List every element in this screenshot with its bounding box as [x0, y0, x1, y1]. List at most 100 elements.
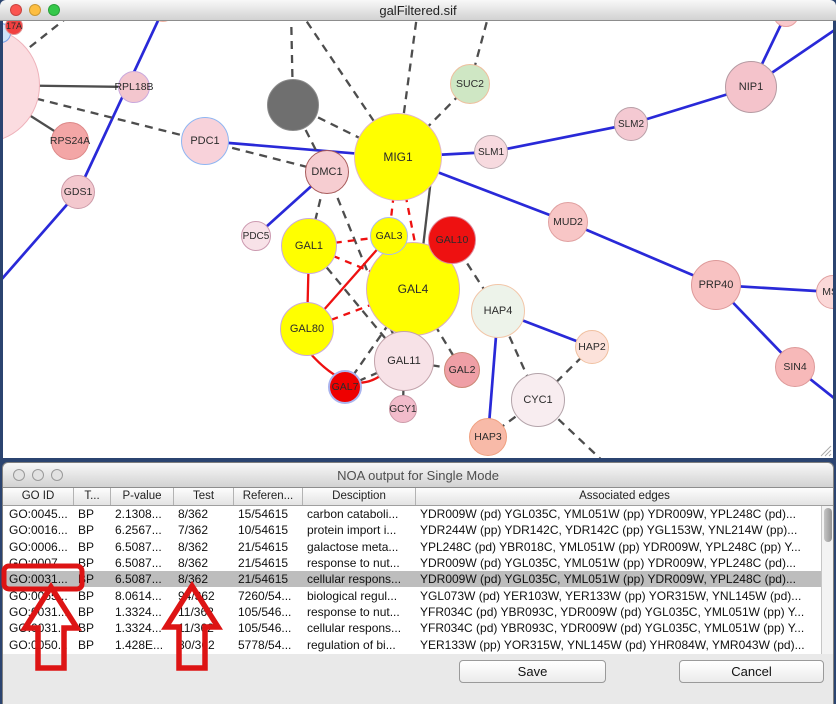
table-cell: BP	[78, 621, 95, 636]
node-MUD2[interactable]: MUD2	[548, 202, 588, 242]
table-row[interactable]: GO:0045... BP 2.1308... 8/362 15/54615 carbon…	[3, 506, 833, 522]
table-cell: YDR009W (pd) YGL035C, YML051W (pp) YDR00…	[420, 507, 796, 522]
node-GDS1[interactable]: GDS1	[61, 175, 95, 209]
node-GAL3[interactable]: GAL3	[370, 217, 408, 255]
node-HAP3[interactable]: HAP3	[469, 418, 507, 456]
table-cell: GO:0045...	[9, 507, 68, 522]
node-PRP40[interactable]: PRP40	[691, 260, 741, 310]
node-GAL11[interactable]: GAL11	[374, 331, 434, 391]
table-cell: GO:0031...	[9, 604, 68, 619]
network-window: galFiltered.sif MIG1 GAL4 GAL1 GAL80 NIP1 HAP…	[0, 0, 836, 458]
table-cell: BP	[78, 539, 95, 554]
network-canvas[interactable]: MIG1 GAL4 GAL1 GAL80 NIP1 HAP4 CYC1 GAL11 PDC1 GA…	[3, 21, 833, 458]
table-row[interactable]: GO:0065... BP 8.0614... 94/362 7260/54... bio…	[3, 587, 833, 603]
table-cell: 80/362	[178, 637, 215, 652]
zoom-button-icon[interactable]	[48, 4, 60, 16]
table-cell: GO:0065...	[9, 588, 68, 603]
node-unlabeled-gray[interactable]	[267, 79, 319, 131]
node-CYC1[interactable]: CYC1	[511, 373, 565, 427]
table-row[interactable]: GO:0006... BP 6.5087... 8/362 21/54615 galact…	[3, 539, 833, 555]
node-partial-corner-17A[interactable]: 17A	[5, 21, 23, 35]
table-header[interactable]: GO ID T... P-value Test Referen... Desciption…	[3, 488, 833, 506]
node-HAP2[interactable]: HAP2	[575, 330, 609, 364]
column-header[interactable]: T...	[74, 488, 111, 505]
column-header[interactable]: Referen...	[234, 488, 303, 505]
node-SUC2[interactable]: SUC2	[450, 64, 490, 104]
network-edge	[3, 89, 206, 143]
noa-traffic-lights	[13, 463, 63, 487]
traffic-lights	[10, 0, 60, 20]
table-row[interactable]: GO:0016... BP 6.2567... 7/362 10/54615 protei…	[3, 522, 833, 538]
table-cell: cellular respons...	[307, 572, 402, 587]
node-SLM1[interactable]: SLM1	[474, 135, 508, 169]
node-HAP4[interactable]: HAP4	[471, 284, 525, 338]
table-cell: 1.428E...	[115, 637, 164, 652]
resize-grip-icon[interactable]	[818, 443, 832, 457]
cancel-button[interactable]: Cancel	[679, 660, 824, 683]
scrollbar-thumb[interactable]	[823, 508, 832, 542]
table-row[interactable]: GO:0050... BP 1.428E... 80/362 5778/54... reg…	[3, 636, 833, 652]
zoom-button-icon[interactable]	[51, 469, 63, 481]
node-DMC1[interactable]: DMC1	[305, 150, 349, 194]
node-GAL10[interactable]: GAL10	[428, 216, 476, 264]
table-row[interactable]: GO:0031... BP 1.3324... 11/362 105/546... res…	[3, 604, 833, 620]
table-cell: BP	[78, 507, 95, 522]
table-cell: 21/54615	[238, 572, 289, 587]
table-cell: YDR009W (pd) YGL035C, YML051W (pp) YDR00…	[420, 572, 796, 587]
table-cell: biological regul...	[307, 588, 398, 603]
table-row[interactable]: GO:0031... BP 1.3324... 11/362 105/546... cel…	[3, 620, 833, 636]
node-RPS24A[interactable]: RPS24A	[50, 122, 90, 160]
column-header[interactable]: Test	[174, 488, 234, 505]
close-button-icon[interactable]	[10, 4, 22, 16]
table-cell: 105/546...	[238, 621, 292, 636]
table-body: GO:0045... BP 2.1308... 8/362 15/54615 carbon…	[3, 506, 833, 654]
node-SIN4[interactable]: SIN4	[775, 347, 815, 387]
node-SLM2[interactable]: SLM2	[614, 107, 648, 141]
network-edge	[344, 359, 405, 389]
node-GAL4[interactable]: GAL4	[366, 242, 460, 336]
table-cell: galactose meta...	[307, 539, 399, 554]
node-PDC5[interactable]: PDC5	[241, 221, 271, 251]
table-cell: 21/54615	[238, 539, 289, 554]
column-header[interactable]: Associated edges	[579, 490, 670, 502]
table-row[interactable]: GO:0007... BP 6.5087... 8/362 21/54615 respon…	[3, 555, 833, 571]
minimize-button-icon[interactable]	[29, 4, 41, 16]
node-NIP1[interactable]: NIP1	[725, 61, 777, 113]
network-edge	[3, 191, 80, 280]
node-GAL1[interactable]: GAL1	[281, 218, 337, 274]
node-GAL2[interactable]: GAL2	[444, 352, 480, 388]
vertical-scrollbar[interactable]	[821, 506, 833, 654]
table-cell: GO:0031...	[9, 572, 68, 587]
table-cell: YGL073W (pd) YER103W, YER133W (pp) YOR31…	[420, 588, 802, 603]
column-header[interactable]: GO ID	[3, 488, 74, 505]
close-button-icon[interactable]	[13, 469, 25, 481]
table-cell: 15/54615	[238, 507, 289, 522]
table-cell: 2.1308...	[115, 507, 162, 522]
table-cell: GO:0050...	[9, 637, 68, 652]
table-cell: GO:0007...	[9, 556, 68, 571]
table-cell: 8/362	[178, 507, 209, 522]
table-cell: 6.2567...	[115, 523, 162, 538]
save-button[interactable]: Save	[459, 660, 606, 683]
network-edge	[468, 21, 489, 85]
minimize-button-icon[interactable]	[32, 469, 44, 481]
node-MIG1[interactable]: MIG1	[354, 113, 442, 201]
table-cell: 21/54615	[238, 556, 289, 571]
node-PDC1[interactable]: PDC1	[181, 117, 229, 165]
table-row-selected[interactable]: GO:0031... BP 6.5087... 8/362 21/54615 cellul…	[3, 571, 833, 588]
node-GCY1[interactable]: GCY1	[389, 395, 417, 423]
noa-window-title: NOA output for Single Mode	[337, 467, 499, 483]
column-header[interactable]: Desciption	[303, 488, 416, 505]
table-cell: YFR034C (pd) YBR093C, YDR009W (pd) YGL03…	[420, 604, 805, 619]
table-cell: GO:0016...	[9, 523, 68, 538]
network-edge	[308, 245, 405, 362]
node-RPL18B[interactable]: RPL18B	[114, 71, 154, 103]
node-GAL7[interactable]: GAL7	[328, 370, 362, 404]
node-GAL80[interactable]: GAL80	[280, 302, 334, 356]
noa-output-window: NOA output for Single Mode GO ID T... P-va…	[2, 462, 834, 704]
column-header[interactable]: P-value	[111, 488, 174, 505]
table-cell: 5778/54...	[238, 637, 292, 652]
table-cell: 8/362	[178, 572, 209, 587]
table-cell: 8/362	[178, 539, 209, 554]
table-cell: 11/362	[178, 604, 214, 619]
